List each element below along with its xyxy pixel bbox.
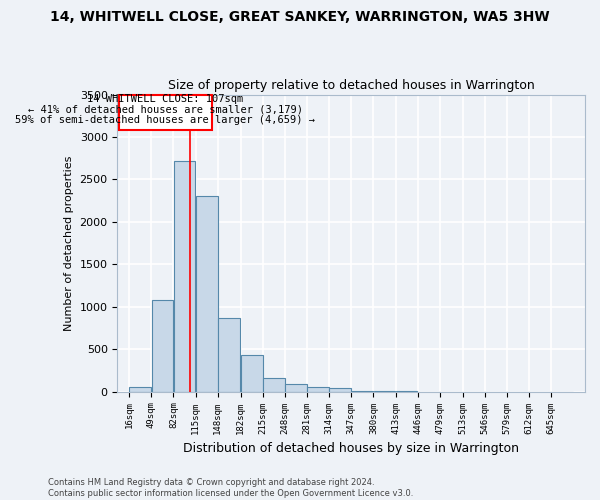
Y-axis label: Number of detached properties: Number of detached properties bbox=[64, 156, 74, 331]
Bar bbox=[329, 388, 351, 392]
Text: 14 WHITWELL CLOSE: 107sqm: 14 WHITWELL CLOSE: 107sqm bbox=[87, 94, 244, 104]
Bar bbox=[130, 388, 151, 392]
Bar bbox=[352, 391, 373, 392]
Bar bbox=[173, 161, 196, 392]
Bar bbox=[263, 378, 284, 392]
Bar bbox=[307, 387, 329, 392]
Bar bbox=[285, 384, 307, 392]
Bar bbox=[241, 355, 263, 392]
Text: ← 41% of detached houses are smaller (3,179): ← 41% of detached houses are smaller (3,… bbox=[28, 104, 303, 115]
Text: 59% of semi-detached houses are larger (4,659) →: 59% of semi-detached houses are larger (… bbox=[15, 115, 315, 125]
Bar bbox=[196, 196, 218, 392]
FancyBboxPatch shape bbox=[119, 94, 212, 130]
Bar bbox=[152, 300, 173, 392]
Title: Size of property relative to detached houses in Warrington: Size of property relative to detached ho… bbox=[168, 79, 535, 92]
Text: 14, WHITWELL CLOSE, GREAT SANKEY, WARRINGTON, WA5 3HW: 14, WHITWELL CLOSE, GREAT SANKEY, WARRIN… bbox=[50, 10, 550, 24]
Bar bbox=[218, 318, 240, 392]
X-axis label: Distribution of detached houses by size in Warrington: Distribution of detached houses by size … bbox=[183, 442, 519, 455]
Text: Contains HM Land Registry data © Crown copyright and database right 2024.
Contai: Contains HM Land Registry data © Crown c… bbox=[48, 478, 413, 498]
